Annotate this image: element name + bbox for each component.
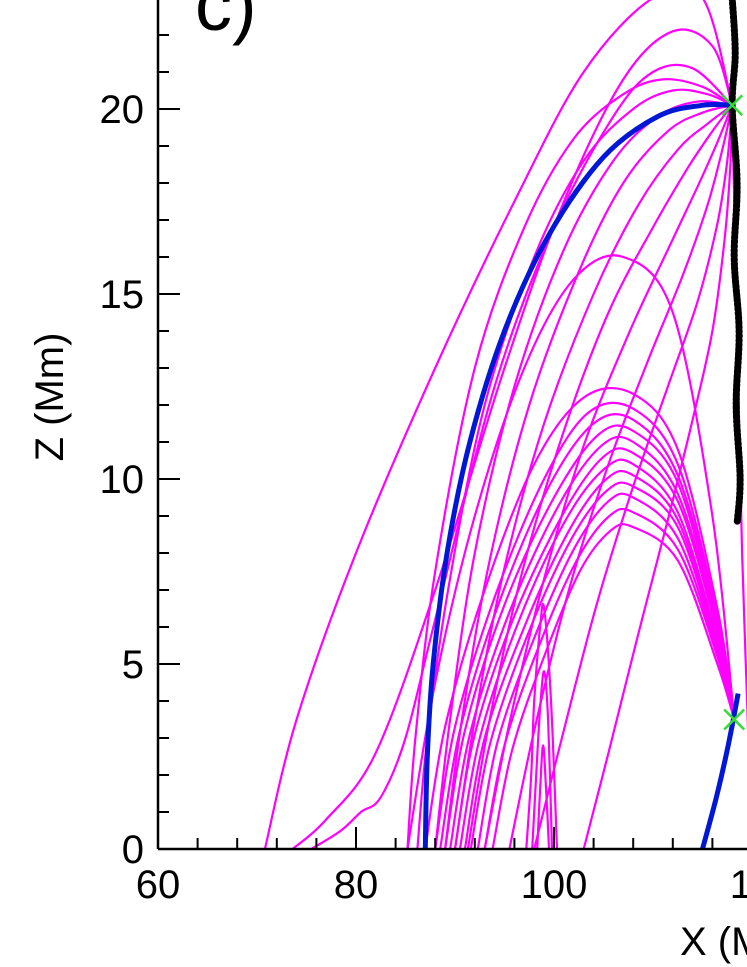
x-tick-label: 60 — [136, 863, 181, 907]
field-line-27 — [476, 492, 736, 850]
x-tick-label: 100 — [521, 863, 588, 907]
field-line-4 — [291, 28, 734, 850]
y-tick-label: 5 — [122, 643, 144, 687]
field-line-9 — [444, 104, 733, 850]
field-line-24 — [458, 458, 736, 850]
field-line-11 — [466, 104, 734, 850]
field-line-6 — [406, 78, 733, 850]
field-line-21 — [444, 424, 736, 850]
current-sheet-line — [728, 0, 744, 527]
field-line-26 — [469, 481, 736, 850]
axes-group: 0 5 10 15 20 60 80 100 12 — [100, 0, 747, 907]
field-line-32 — [536, 744, 551, 850]
separatrix-line-0 — [422, 101, 733, 850]
separatrix-line-1 — [700, 693, 741, 850]
field-line-29 — [491, 523, 736, 850]
panel-label: c) — [195, 0, 257, 46]
x-tick-label: 12 — [730, 863, 747, 907]
y-tick-label: 15 — [100, 273, 145, 317]
field-line-31 — [531, 670, 554, 850]
y-axis-title: Z (Mm) — [28, 333, 72, 462]
null-points-group — [721, 94, 746, 731]
field-line-20 — [439, 413, 736, 850]
field-line-5 — [310, 63, 733, 850]
field-line-23 — [453, 447, 736, 850]
x-tick-label: 80 — [334, 863, 379, 907]
field-line-3 — [263, 0, 734, 850]
field-line-10 — [453, 104, 733, 850]
field-line-28 — [483, 507, 736, 850]
x-axis-title: X (Mm) — [680, 920, 747, 964]
y-tick-label: 20 — [100, 88, 145, 132]
separatrix-group — [422, 101, 741, 850]
y-tick-label: 0 — [122, 828, 144, 872]
y-tick-label: 10 — [100, 458, 145, 502]
field-line-17 — [406, 254, 736, 850]
null-point-marker-0 — [721, 94, 744, 117]
field-line-14 — [533, 105, 734, 850]
current-sheet-group — [728, 0, 744, 527]
field-line-25 — [463, 469, 736, 850]
field-line-22 — [449, 435, 736, 850]
null-point-marker-1 — [723, 708, 746, 731]
field-line-15 — [582, 105, 734, 850]
field-line-18 — [424, 387, 736, 850]
field-line-13 — [508, 105, 734, 850]
field-line-19 — [434, 401, 736, 850]
field-lines-group — [263, 0, 747, 850]
field-line-30 — [525, 602, 559, 850]
